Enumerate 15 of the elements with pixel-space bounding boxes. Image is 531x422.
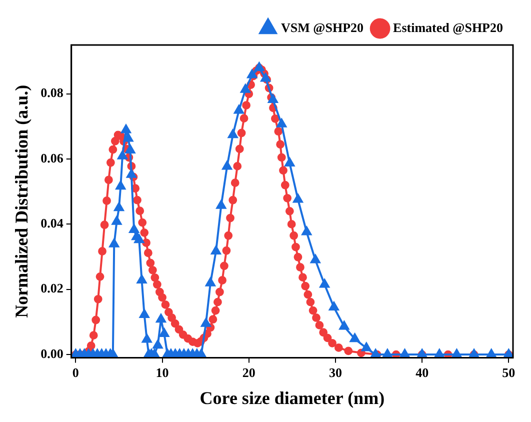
y-tick-label: 0.06 — [40, 150, 64, 166]
x-tick-label: 50 — [502, 364, 516, 380]
y-tick-label: 0.02 — [40, 280, 64, 296]
y-tick-label: 0.00 — [40, 346, 64, 361]
x-tick-label: 40 — [416, 364, 429, 380]
x-tick-label: 0 — [72, 364, 79, 380]
legend-label: VSM @SHP20 — [281, 20, 364, 35]
x-axis-title: Core size diameter (nm) — [200, 388, 385, 408]
x-tick-label: 30 — [328, 364, 342, 380]
x-tick-label: 20 — [242, 364, 256, 380]
y-axis-title: Normalized Distribution (a.u.) — [11, 84, 32, 318]
legend-label: Estimated @SHP20 — [393, 20, 504, 35]
y-tick-label: 0.04 — [40, 216, 64, 231]
y-tick-label: 0.08 — [40, 85, 64, 100]
x-tick-label: 10 — [156, 364, 169, 380]
